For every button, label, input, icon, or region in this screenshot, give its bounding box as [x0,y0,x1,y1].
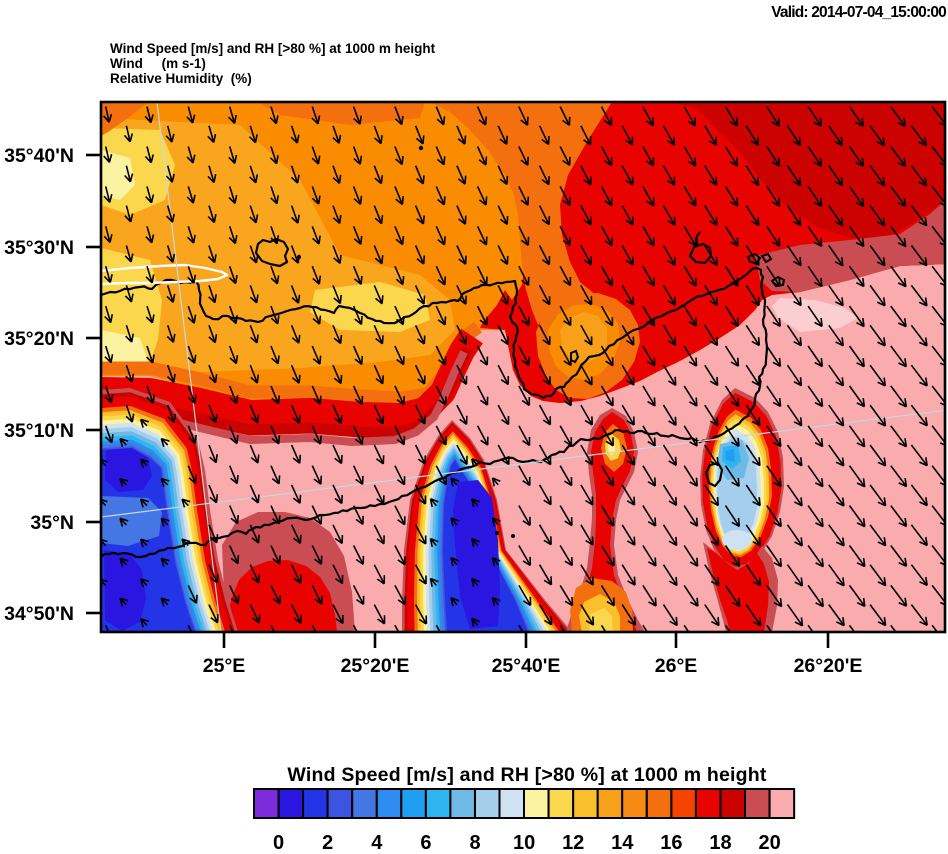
svg-text:20: 20 [758,832,780,854]
svg-text:6: 6 [420,832,431,854]
svg-text:10: 10 [513,832,535,854]
svg-text:4: 4 [371,832,383,854]
svg-text:35°20'N: 35°20'N [4,328,74,350]
svg-text:Relative Humidity (%): Relative Humidity (%) [110,71,252,86]
svg-text:12: 12 [562,832,584,854]
svg-text:25°20'E: 25°20'E [341,655,410,677]
svg-text:35°40'N: 35°40'N [4,145,74,167]
svg-text:25°40'E: 25°40'E [492,655,561,677]
svg-text:34°50'N: 34°50'N [4,603,74,625]
svg-text:26°E: 26°E [655,655,698,677]
svg-text:Valid: 2014-07-04_15:00:00: Valid: 2014-07-04_15:00:00 [771,4,946,21]
svg-text:14: 14 [611,832,634,854]
svg-text:Wind (m s-1): Wind (m s-1) [110,56,206,71]
svg-text:25°E: 25°E [203,655,246,677]
svg-text:35°N: 35°N [30,512,74,534]
svg-text:8: 8 [469,832,480,854]
svg-text:16: 16 [660,832,682,854]
svg-text:35°30'N: 35°30'N [4,237,74,259]
svg-text:26°20'E: 26°20'E [794,655,863,677]
svg-text:Wind Speed [m/s] and RH [>80 %: Wind Speed [m/s] and RH [>80 %] at 1000 … [110,41,436,56]
svg-text:Wind Speed [m/s] and RH [>80 %: Wind Speed [m/s] and RH [>80 %] at 1000 … [287,764,766,786]
svg-text:2: 2 [322,832,333,854]
svg-text:35°10'N: 35°10'N [4,420,74,442]
svg-text:0: 0 [273,832,284,854]
svg-text:18: 18 [709,832,731,854]
